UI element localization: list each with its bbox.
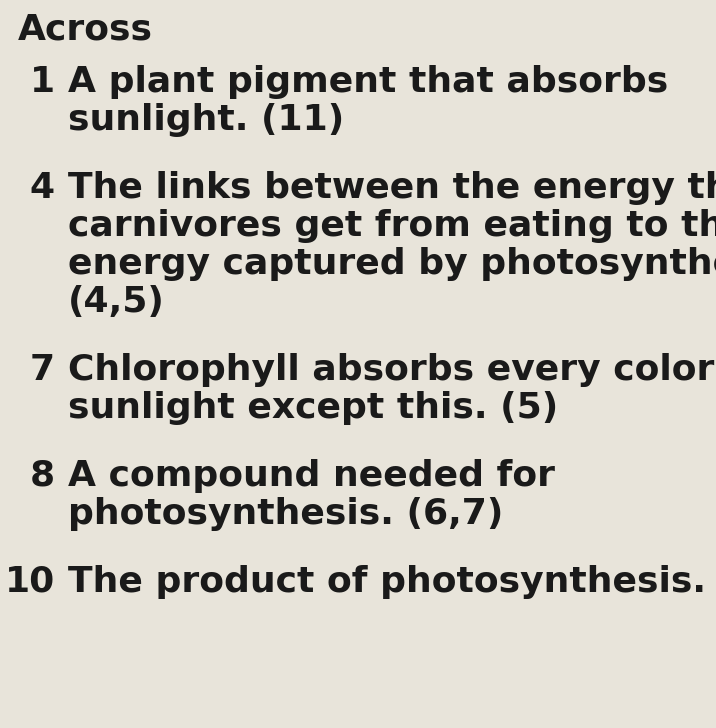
- Text: 8: 8: [30, 459, 55, 493]
- Text: (4,5): (4,5): [68, 285, 165, 319]
- Text: Chlorophyll absorbs every color of: Chlorophyll absorbs every color of: [68, 353, 716, 387]
- Text: A compound needed for: A compound needed for: [68, 459, 555, 493]
- Text: 1: 1: [30, 65, 55, 99]
- Text: sunlight. (11): sunlight. (11): [68, 103, 344, 137]
- Text: 7: 7: [30, 353, 55, 387]
- Text: A plant pigment that absorbs: A plant pigment that absorbs: [68, 65, 668, 99]
- Text: energy captured by photosynthesis.: energy captured by photosynthesis.: [68, 247, 716, 281]
- Text: sunlight except this. (5): sunlight except this. (5): [68, 391, 558, 425]
- Text: The product of photosynthesis. (5): The product of photosynthesis. (5): [68, 565, 716, 599]
- Text: 10: 10: [5, 565, 55, 599]
- Text: The links between the energy that: The links between the energy that: [68, 171, 716, 205]
- Text: Across: Across: [18, 12, 153, 46]
- Text: photosynthesis. (6,7): photosynthesis. (6,7): [68, 497, 503, 531]
- Text: 4: 4: [30, 171, 55, 205]
- Text: carnivores get from eating to the: carnivores get from eating to the: [68, 209, 716, 243]
